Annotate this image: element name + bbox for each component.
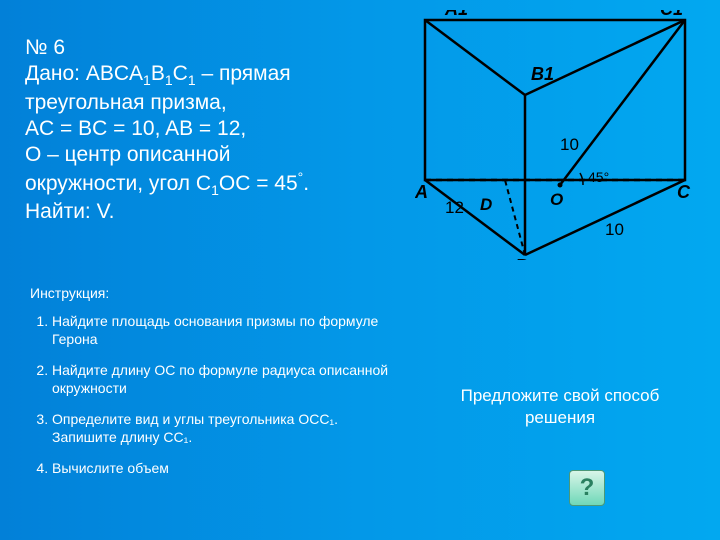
instructions-list: Найдите площадь основания призмы по форм… [30,313,390,478]
help-button[interactable]: ? [569,470,605,506]
problem-line: треугольная призма, [25,90,395,116]
prism-diagram: A1 C1 B1 A C B O D 10 10 12 45° [415,10,695,260]
instruction-item: Найдите длину OC по формуле радиуса опис… [52,362,390,397]
problem-number: № 6 [25,35,395,61]
label-ten-right: 10 [605,220,624,239]
label-twelve: 12 [445,198,464,217]
problem-line: окружности, угол C1OC = 45°. [25,169,395,200]
txt: B [151,62,165,85]
problem-line: O – центр описанной [25,142,395,168]
instruction-item: Определите вид и углы треугольника OCC₁.… [52,411,390,446]
txt: окружности, угол C [25,172,211,195]
label-c1: C1 [660,10,683,19]
instruction-item: Найдите площадь основания призмы по форм… [52,313,390,348]
label-b: B [515,256,528,260]
txt: . [303,172,309,195]
problem-line: AC = BC = 10, AB = 12, [25,116,395,142]
label-b1: B1 [531,64,554,84]
sub: 1 [165,72,173,88]
instruction-item: Вычислите объем [52,460,390,478]
problem-line: Дано: ABCA1B1C1 – прямая [25,61,395,90]
question-icon: ? [580,474,595,502]
txt: Дано: ABCA [25,62,143,85]
problem-line: Найти: V. [25,199,395,225]
label-c: C [677,182,691,202]
instructions-title: Инструкция: [30,285,390,301]
label-o: O [550,190,563,209]
sub: 1 [211,182,219,198]
txt: – прямая [196,62,291,85]
suggest-text: Предложите свой способ решения [450,385,670,429]
label-a1: A1 [444,10,468,19]
label-d: D [480,195,492,214]
label-ten-left: 10 [560,135,579,154]
instructions-block: Инструкция: Найдите площадь основания пр… [30,285,390,492]
sub: 1 [143,72,151,88]
txt: C [173,62,188,85]
label-a: A [415,182,428,202]
label-angle: 45° [588,169,609,185]
txt: OC = 45 [219,172,298,195]
sub: 1 [188,72,196,88]
problem-text-block: № 6 Дано: ABCA1B1C1 – прямая треугольная… [25,35,395,226]
